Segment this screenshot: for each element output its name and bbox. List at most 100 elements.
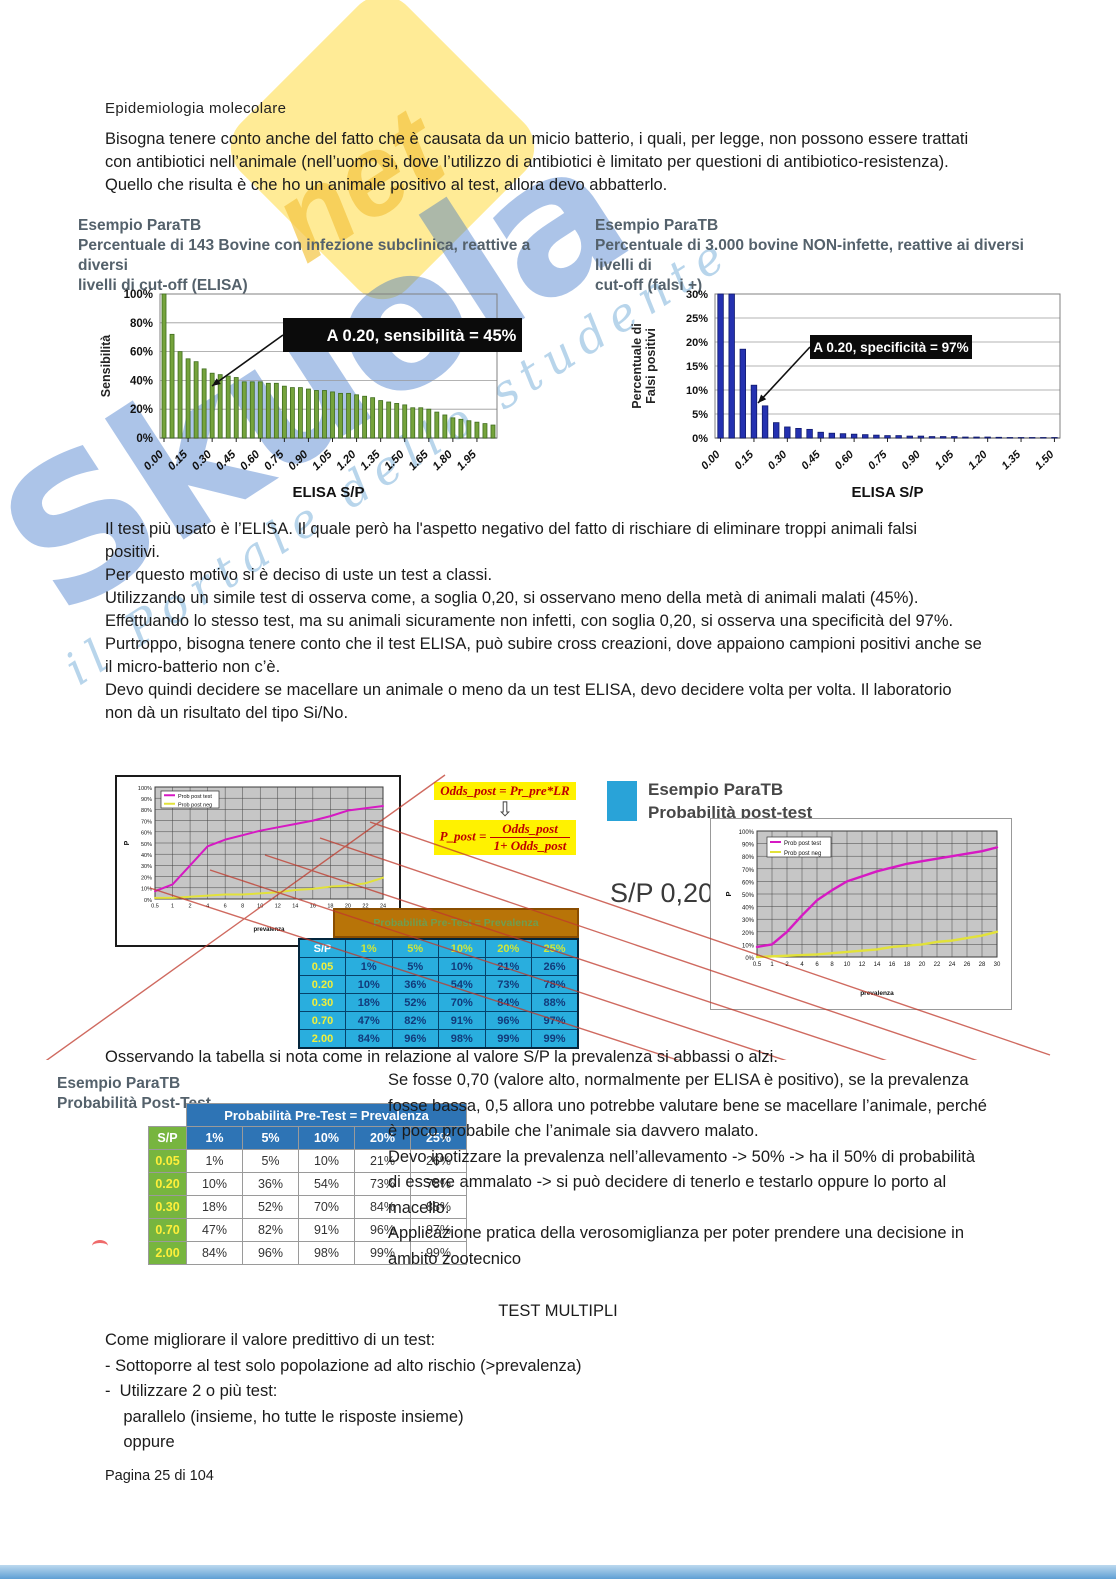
table-cell: 91% bbox=[298, 1218, 355, 1242]
svg-text:20%: 20% bbox=[686, 337, 708, 349]
post-test-line-chart-big: 0% 10% 20% 30% 40% 50% 60% 70% 80% 90% 100% 0.5 1 2 4 6… bbox=[710, 818, 1012, 1010]
pretest-bar: Probabilità Pre-Test = Prevalenza bbox=[333, 908, 579, 938]
table-header-cell: 25% bbox=[410, 1126, 467, 1150]
svg-text:100%: 100% bbox=[739, 830, 755, 836]
table-cell: 96% bbox=[354, 1218, 411, 1242]
svg-text:0.45: 0.45 bbox=[799, 448, 823, 472]
post-test-section: 0% 10% 20% 30% 40% 50% 60% 70% 80% 90% 100% 0.5 1 2 4 6… bbox=[0, 770, 1116, 1060]
table-row: 0.30 18% 52% 70% 84% 88% bbox=[148, 1195, 467, 1219]
svg-text:10: 10 bbox=[844, 962, 851, 968]
table-header-cell: 1% bbox=[345, 938, 393, 958]
table-header-cell: 20% bbox=[354, 1126, 411, 1150]
right-chart-subtitle: Percentuale di 3.000 bovine NON-infette,… bbox=[595, 237, 1024, 294]
observation-line: Osservando la tabella si nota come in re… bbox=[105, 1048, 778, 1066]
svg-text:ELISA S/P: ELISA S/P bbox=[852, 484, 924, 501]
svg-text:0.90: 0.90 bbox=[899, 448, 923, 472]
sensitivity-bar-chart: 0%20%40%60%80%100%0.00 0.15 0.30 0.45 0.60 0.… bbox=[99, 289, 522, 501]
svg-text:10: 10 bbox=[257, 904, 263, 910]
svg-text:P: P bbox=[124, 840, 131, 845]
svg-text:28: 28 bbox=[979, 962, 986, 968]
false-positives-bar-chart: 0% 5% 10% 15% 20% 25% 30% 0.00 0.15 0.30 0.45 0.60 0… bbox=[630, 289, 1061, 501]
table-cell: 73% bbox=[354, 1172, 411, 1196]
svg-text:0.5: 0.5 bbox=[151, 904, 159, 910]
svg-text:Prob post test: Prob post test bbox=[178, 794, 212, 800]
table-cell: 0.30 bbox=[148, 1195, 187, 1219]
post-test-line-chart-big-svg: 0%10%20%30%40%50%60%70%80%90%100%0.5 1 2 4 6… bbox=[724, 830, 1001, 997]
test-multipli-list: Come migliorare il valore predittivo di … bbox=[105, 1331, 582, 1451]
svg-text:26: 26 bbox=[964, 962, 971, 968]
table-cell: 97% bbox=[410, 1218, 467, 1242]
table-cell: 84% bbox=[186, 1241, 243, 1265]
table-header-cell: 10% bbox=[298, 1126, 355, 1150]
table-cell: 78% bbox=[531, 975, 579, 994]
svg-text:1: 1 bbox=[171, 904, 174, 910]
svg-text:prevalenza: prevalenza bbox=[860, 990, 894, 997]
table-cell: 47% bbox=[345, 1011, 393, 1030]
svg-text:0.15: 0.15 bbox=[166, 448, 191, 473]
table-cell: 26% bbox=[531, 957, 579, 976]
svg-text:40%: 40% bbox=[130, 375, 153, 387]
svg-text:1.50: 1.50 bbox=[1033, 448, 1057, 472]
table-header-cell: 5% bbox=[242, 1126, 299, 1150]
pretest-header-row: Probabilità Pre-Test = Prevalenza bbox=[149, 1103, 467, 1127]
odds-post-formula: Odds_post = Pr_pre*LR bbox=[434, 782, 576, 800]
svg-text:0.75: 0.75 bbox=[262, 448, 287, 473]
svg-text:1.35: 1.35 bbox=[1000, 448, 1024, 472]
left-chart-heading: Esempio ParaTB Percentuale di 143 Bovine… bbox=[78, 216, 568, 296]
svg-text:P: P bbox=[724, 891, 733, 896]
svg-text:6: 6 bbox=[224, 904, 227, 910]
svg-text:Sensibilità: Sensibilità bbox=[99, 335, 113, 398]
table-row: 2.00 84% 96% 98% 99% 99% bbox=[148, 1241, 467, 1265]
p-post-formula: P_post = Odds_post 1+ Odds_post bbox=[433, 820, 577, 855]
table-header-cell: 1% bbox=[186, 1126, 243, 1150]
svg-text:80%: 80% bbox=[130, 318, 153, 330]
svg-text:60%: 60% bbox=[141, 831, 152, 837]
svg-text:0%: 0% bbox=[692, 433, 708, 445]
svg-text:ELISA S/P: ELISA S/P bbox=[293, 484, 365, 501]
svg-text:0.30: 0.30 bbox=[190, 448, 215, 473]
svg-text:Percentuale di: Percentuale di bbox=[630, 323, 644, 408]
svg-text:1.80: 1.80 bbox=[431, 448, 456, 473]
table-cell: 18% bbox=[186, 1195, 243, 1219]
right-chart-title: Esempio ParaTB bbox=[595, 217, 719, 234]
svg-text:1.50: 1.50 bbox=[383, 448, 408, 473]
table-cell: 96% bbox=[484, 1011, 532, 1030]
table-header-cell: 10% bbox=[438, 938, 486, 958]
svg-text:22: 22 bbox=[934, 962, 941, 968]
table-cell: 10% bbox=[438, 957, 486, 976]
svg-text:20%: 20% bbox=[742, 931, 755, 937]
table-cell: 18% bbox=[345, 993, 393, 1012]
table-cell: 36% bbox=[242, 1172, 299, 1196]
svg-text:18: 18 bbox=[904, 962, 911, 968]
table-cell: 84% bbox=[484, 993, 532, 1012]
svg-text:100%: 100% bbox=[124, 289, 153, 301]
svg-text:50%: 50% bbox=[141, 842, 152, 848]
table-cell: 0.70 bbox=[148, 1218, 187, 1242]
table-row: 0.70 47% 82% 91% 96% 97% bbox=[298, 1011, 579, 1030]
svg-text:50%: 50% bbox=[742, 893, 755, 899]
table-cell: 54% bbox=[298, 1172, 355, 1196]
fraction-numerator: Odds_post bbox=[489, 821, 571, 838]
table-cell: 98% bbox=[298, 1241, 355, 1265]
p-post-fraction: Odds_post 1+ Odds_post bbox=[489, 821, 571, 854]
svg-text:30: 30 bbox=[994, 962, 1001, 968]
table-header-cell: S/P bbox=[148, 1126, 187, 1150]
svg-text:1.05: 1.05 bbox=[933, 448, 957, 472]
svg-text:40%: 40% bbox=[141, 853, 152, 859]
corner-cell bbox=[149, 1104, 187, 1127]
table-cell: 10% bbox=[345, 975, 393, 994]
svg-text:70%: 70% bbox=[141, 819, 152, 825]
table-row: 0.20 10% 36% 54% 73% 78% bbox=[298, 975, 579, 994]
svg-text:20%: 20% bbox=[130, 404, 153, 416]
svg-text:2: 2 bbox=[189, 904, 192, 910]
table-cell: 5% bbox=[391, 957, 439, 976]
svg-text:30%: 30% bbox=[686, 289, 708, 301]
svg-text:0.90: 0.90 bbox=[286, 448, 311, 473]
table-cell: 0.20 bbox=[298, 975, 346, 994]
svg-text:20%: 20% bbox=[141, 875, 152, 881]
svg-text:15%: 15% bbox=[686, 361, 708, 373]
table-cell: 99% bbox=[410, 1241, 467, 1265]
svg-text:25%: 25% bbox=[686, 313, 708, 325]
intro-paragraph: Bisogna tenere conto anche del fatto che… bbox=[105, 130, 969, 194]
